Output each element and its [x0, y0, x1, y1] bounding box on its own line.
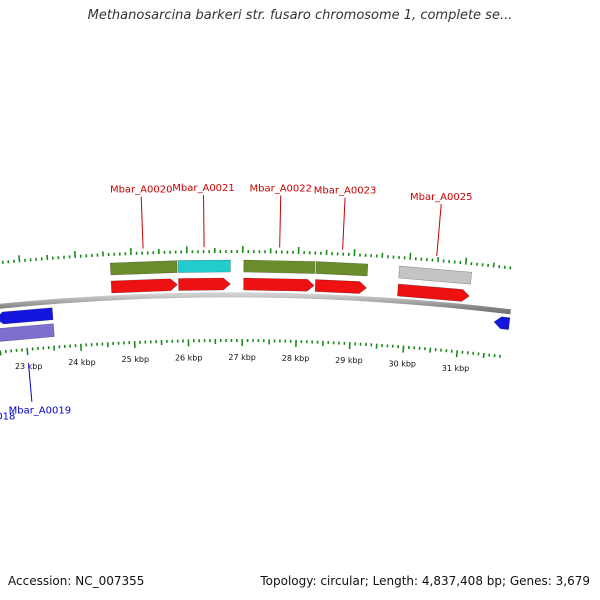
scale-label: 30 kbp — [389, 359, 417, 368]
major-tick — [409, 252, 412, 260]
map-title: Methanosarcina barkeri str. fusaro chrom… — [87, 8, 513, 23]
outer-tick-ring — [1, 246, 512, 270]
label-leader-line — [28, 363, 33, 402]
forward-annotation-block[interactable] — [398, 265, 472, 285]
forward-gene-arrow[interactable] — [110, 278, 178, 294]
gene-labels: Mbar_A0018Mbar_A0019 Mbar_A0020Mbar_A0021… — [0, 183, 472, 422]
gene-label[interactable]: Mbar_A0023 — [314, 186, 377, 250]
forward-annotation-block[interactable] — [243, 259, 316, 274]
major-tick — [18, 255, 21, 263]
gene-label[interactable]: Mbar_A0022 — [249, 184, 312, 248]
scale-label: 25 kbp — [122, 355, 150, 364]
forward-annotation-block[interactable] — [315, 261, 369, 277]
scale-label: 31 kbp — [442, 364, 470, 373]
label-leader-line — [436, 204, 442, 256]
topology-summary: Topology: circular; Length: 4,837,408 bp… — [260, 574, 590, 588]
reverse-annotation-block[interactable] — [0, 323, 55, 342]
gene-label-text: Mbar_A0020 — [110, 185, 173, 196]
forward-gene-arrow[interactable] — [397, 283, 470, 302]
label-leader-line — [279, 195, 282, 248]
forward-gene-arrow[interactable] — [243, 277, 315, 292]
gene-label[interactable]: Mbar_A0019 — [9, 363, 72, 417]
gene-label[interactable]: Mbar_A0021 — [172, 183, 235, 248]
major-tick — [464, 257, 468, 265]
gene-label-text: Mbar_A0021 — [172, 183, 235, 194]
gene-label[interactable]: Mbar_A0020 — [110, 185, 173, 249]
gene-label-text: Mbar_A0019 — [9, 406, 72, 417]
major-tick — [455, 350, 459, 358]
scale-label: 27 kbp — [228, 353, 256, 362]
inner-tick-ring — [0, 338, 501, 359]
gene-label-text: Mbar_A0025 — [410, 192, 473, 203]
gene-label-text: Mbar_A0023 — [314, 186, 377, 197]
forward-annotation-block[interactable] — [109, 260, 178, 276]
feature-tracks — [0, 259, 511, 342]
scale-label: 26 kbp — [175, 353, 203, 362]
reverse-gene-arrow[interactable] — [0, 307, 54, 325]
reverse-gene-arrow[interactable] — [493, 316, 511, 330]
minor-tick — [482, 352, 485, 359]
minor-tick — [492, 262, 495, 268]
forward-gene-arrow[interactable] — [178, 277, 231, 291]
label-leader-line — [203, 195, 205, 248]
gene-label[interactable]: Mbar_A0018 — [0, 370, 15, 423]
scale-label: 29 kbp — [335, 356, 363, 365]
label-leader-line — [342, 197, 346, 250]
accession-text: Accession: NC_007355 — [8, 574, 145, 588]
gene-label-text: Mbar_A0022 — [249, 184, 312, 195]
gene-label-text: Mbar_A0018 — [0, 411, 15, 422]
gene-label[interactable]: Mbar_A0025 — [410, 192, 473, 256]
scale-label: 28 kbp — [282, 354, 310, 363]
major-tick — [402, 345, 405, 353]
label-leader-line — [140, 196, 144, 249]
major-tick — [26, 347, 29, 355]
forward-gene-arrow[interactable] — [314, 279, 367, 294]
chromosome-backbone — [0, 292, 511, 315]
scale-label: 24 kbp — [68, 358, 96, 367]
forward-annotation-block[interactable] — [177, 259, 231, 273]
